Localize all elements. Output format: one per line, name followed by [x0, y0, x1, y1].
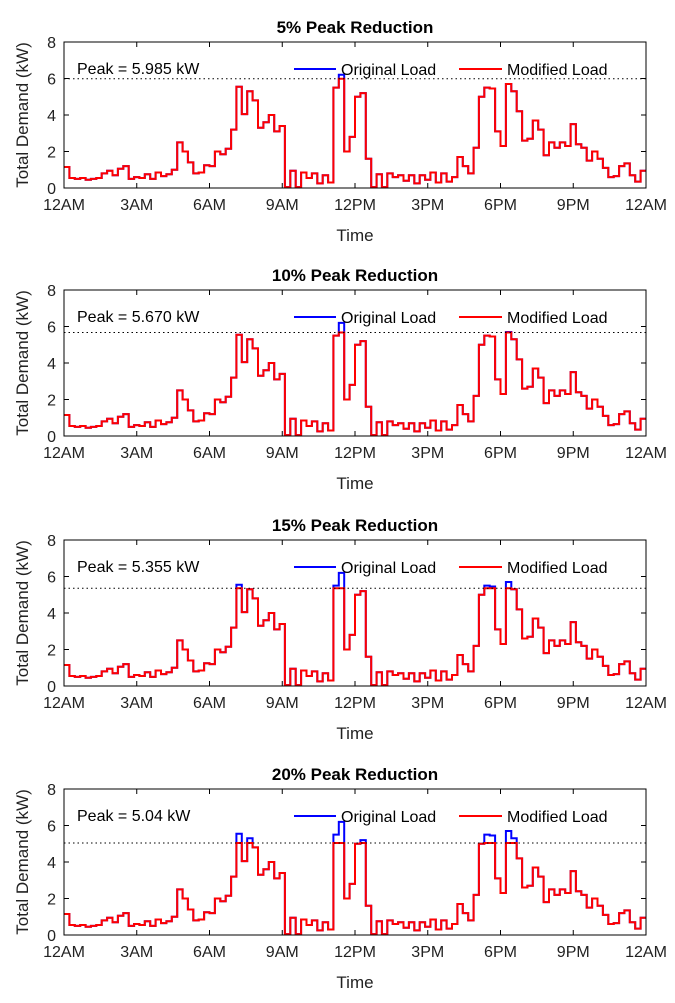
x-tick-label: 9PM — [557, 197, 590, 214]
legend-label-modified: Modified Load — [507, 809, 608, 826]
x-tick-label: 6AM — [193, 197, 226, 214]
axes-frame — [63, 41, 647, 189]
peak-annotation: Peak = 5.04 kW — [77, 808, 191, 825]
y-tick-label: 2 — [47, 643, 56, 660]
legend-label-original: Original Load — [341, 62, 436, 79]
x-tick-label: 12PM — [334, 944, 376, 961]
peak-annotation: Peak = 5.985 kW — [77, 61, 200, 78]
x-tick-label: 6PM — [484, 197, 517, 214]
peak-annotation: Peak = 5.355 kW — [77, 559, 200, 576]
chart-title: 5% Peak Reduction — [277, 18, 434, 37]
legend-label-original: Original Load — [341, 809, 436, 826]
x-tick-label: 12AM — [625, 197, 667, 214]
x-tick-label: 12AM — [43, 695, 85, 712]
x-tick-label: 9PM — [557, 695, 590, 712]
x-axis-label: Time — [336, 474, 373, 493]
chart-title: 10% Peak Reduction — [272, 266, 438, 285]
y-tick-label: 8 — [47, 283, 56, 300]
chart-panel-2: 10% Peak Reduction Total Demand (kW) Time 0… — [13, 266, 667, 493]
y-tick-label: 2 — [47, 892, 56, 909]
x-axis-label: Time — [336, 724, 373, 743]
y-tick-label: 8 — [47, 782, 56, 799]
x-tick-label: 6AM — [193, 445, 226, 462]
x-tick-label: 12PM — [334, 197, 376, 214]
x-tick-label: 12AM — [43, 944, 85, 961]
y-tick-label: 6 — [47, 72, 56, 89]
y-tick-label: 0 — [47, 679, 56, 696]
y-axis-label: Total Demand (kW) — [13, 789, 32, 934]
legend-label-original: Original Load — [341, 560, 436, 577]
x-tick-label: 3PM — [411, 445, 444, 462]
peak-annotation: Peak = 5.670 kW — [77, 309, 200, 326]
x-tick-label: 12PM — [334, 445, 376, 462]
y-tick-label: 4 — [47, 855, 56, 872]
x-tick-label: 9AM — [266, 445, 299, 462]
x-tick-label: 3AM — [120, 197, 153, 214]
y-tick-label: 4 — [47, 356, 56, 373]
y-tick-label: 2 — [47, 393, 56, 410]
x-tick-label: 12AM — [625, 944, 667, 961]
x-tick-label: 9PM — [557, 445, 590, 462]
y-tick-label: 0 — [47, 928, 56, 945]
y-axis-label: Total Demand (kW) — [13, 42, 32, 187]
axes-frame — [63, 788, 647, 936]
y-tick-label: 0 — [47, 429, 56, 446]
y-tick-label: 6 — [47, 819, 56, 836]
chart-title: 20% Peak Reduction — [272, 765, 438, 784]
chart-title: 15% Peak Reduction — [272, 516, 438, 535]
x-tick-label: 12AM — [625, 445, 667, 462]
chart-panel-4: 20% Peak Reduction Total Demand (kW) Time 0… — [13, 765, 667, 992]
x-tick-label: 9AM — [266, 695, 299, 712]
x-tick-label: 9PM — [557, 944, 590, 961]
x-tick-label: 6AM — [193, 944, 226, 961]
y-tick-label: 8 — [47, 533, 56, 550]
x-tick-label: 9AM — [266, 944, 299, 961]
x-axis-label: Time — [336, 226, 373, 245]
x-tick-label: 3AM — [120, 445, 153, 462]
series-modified-load-line — [64, 842, 646, 936]
x-tick-label: 6PM — [484, 695, 517, 712]
y-axis-label: Total Demand (kW) — [13, 540, 32, 685]
axes-frame — [63, 289, 647, 437]
legend-label-original: Original Load — [341, 310, 436, 327]
x-tick-label: 6PM — [484, 944, 517, 961]
legend-label-modified: Modified Load — [507, 62, 608, 79]
x-tick-label: 3PM — [411, 197, 444, 214]
x-tick-label: 3PM — [411, 944, 444, 961]
series-modified-load-line — [64, 331, 646, 437]
x-tick-label: 3AM — [120, 944, 153, 961]
y-tick-label: 6 — [47, 570, 56, 587]
series-modified-load-line — [64, 77, 646, 189]
y-tick-label: 4 — [47, 606, 56, 623]
chart-panel-3: 15% Peak Reduction Total Demand (kW) Time 0… — [13, 516, 667, 743]
x-tick-label: 3AM — [120, 695, 153, 712]
chart-panel-1: 5% Peak Reduction Total Demand (kW) Time 0 2… — [13, 18, 667, 245]
y-tick-label: 0 — [47, 181, 56, 198]
x-tick-label: 3PM — [411, 695, 444, 712]
axes-frame — [63, 539, 647, 687]
legend-label-modified: Modified Load — [507, 560, 608, 577]
x-tick-label: 6PM — [484, 445, 517, 462]
y-tick-label: 6 — [47, 320, 56, 337]
x-tick-label: 12AM — [43, 197, 85, 214]
x-tick-label: 9AM — [266, 197, 299, 214]
x-axis-label: Time — [336, 973, 373, 992]
x-tick-label: 12PM — [334, 695, 376, 712]
y-tick-label: 4 — [47, 108, 56, 125]
y-tick-label: 8 — [47, 35, 56, 52]
x-tick-label: 6AM — [193, 695, 226, 712]
y-tick-label: 2 — [47, 145, 56, 162]
y-axis-label: Total Demand (kW) — [13, 290, 32, 435]
x-tick-label: 12AM — [625, 695, 667, 712]
series-modified-load-line — [64, 587, 646, 687]
legend-label-modified: Modified Load — [507, 310, 608, 327]
x-tick-label: 12AM — [43, 445, 85, 462]
